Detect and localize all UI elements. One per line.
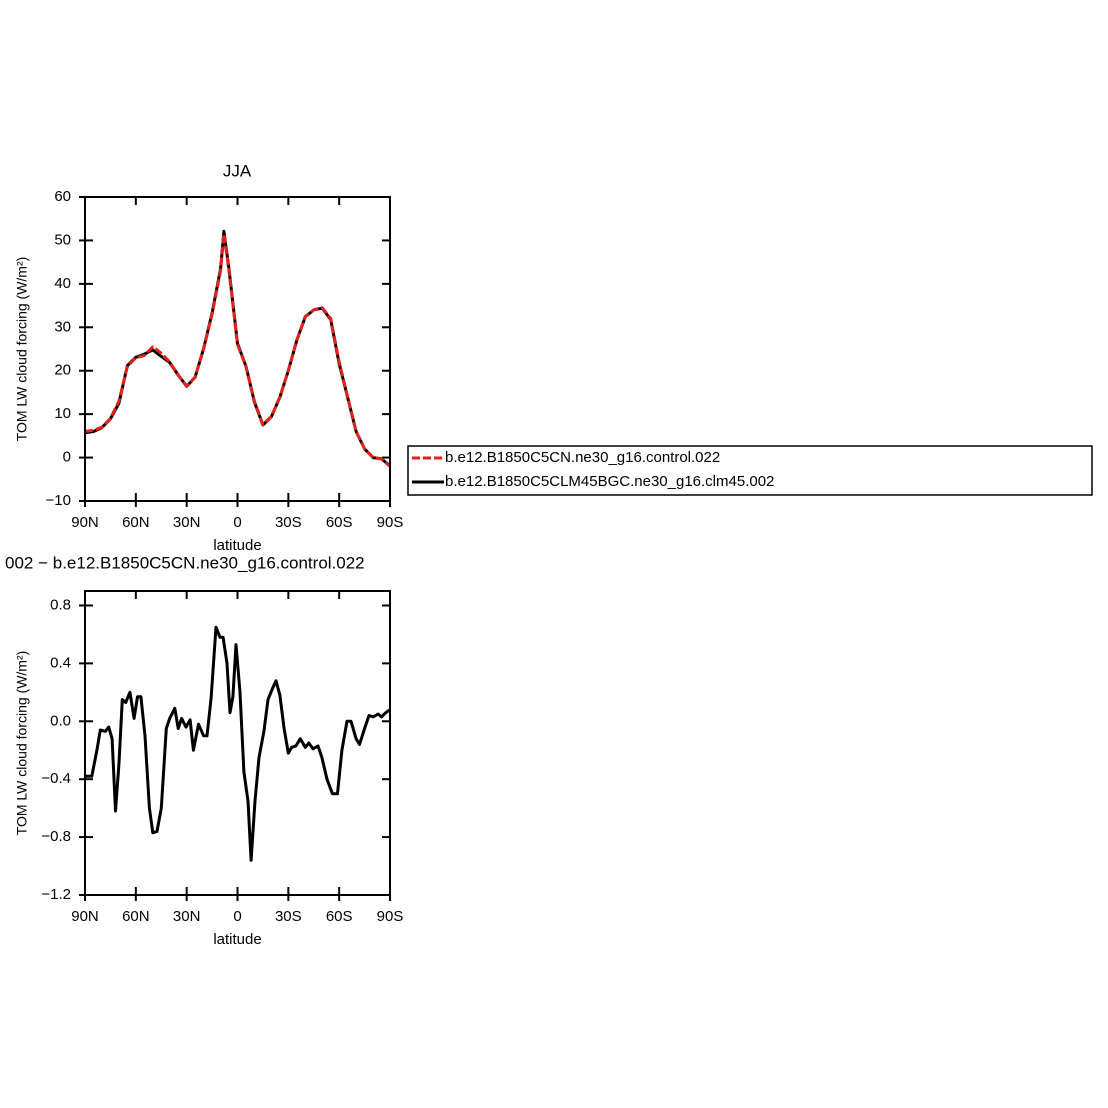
x-tick-label: 60S — [326, 908, 353, 925]
legend-label: b.e12.B1850C5CLM45BGC.ne30_g16.clm45.002 — [445, 473, 774, 490]
x-tick-label: 90S — [377, 514, 404, 531]
x-tick-label: 90N — [71, 908, 99, 925]
x-tick-label: 60S — [326, 514, 353, 531]
x-axis-label: latitude — [213, 931, 261, 948]
x-tick-label: 30N — [173, 514, 201, 531]
y-tick-label: 0 — [63, 449, 71, 466]
y-tick-label: 40 — [54, 275, 71, 292]
y-tick-label: 50 — [54, 231, 71, 248]
x-tick-label: 30N — [173, 908, 201, 925]
plot-frame — [84, 590, 391, 896]
y-tick-label: 30 — [54, 318, 71, 335]
line-series — [85, 625, 391, 862]
legend-box — [407, 445, 1093, 496]
x-axis-label: latitude — [213, 537, 261, 554]
x-tick-label: 30S — [275, 514, 302, 531]
y-tick-label: −1.2 — [41, 886, 71, 903]
y-tick-label: 0.0 — [50, 712, 71, 729]
x-tick-label: 0 — [233, 908, 241, 925]
x-tick-label: 90N — [71, 514, 99, 531]
y-tick-label: 60 — [54, 188, 71, 205]
y-tick-label: −0.8 — [41, 828, 71, 845]
legend-label: b.e12.B1850C5CN.ne30_g16.control.022 — [445, 449, 720, 466]
y-tick-label: −10 — [46, 492, 71, 509]
y-tick-label: 10 — [54, 405, 71, 422]
y-tick-label: 20 — [54, 362, 71, 379]
plot-frame — [84, 196, 391, 502]
chart-title: 002 − b.e12.B1850C5CN.ne30_g16.control.0… — [5, 553, 365, 572]
x-tick-label: 60N — [122, 514, 150, 531]
x-tick-label: 0 — [233, 514, 241, 531]
y-axis-label: TOM LW cloud forcing (W/m²) — [14, 257, 30, 442]
x-tick-label: 30S — [275, 908, 302, 925]
y-tick-label: −0.4 — [41, 770, 71, 787]
y-axis-label: TOM LW cloud forcing (W/m²) — [14, 651, 30, 836]
line-series — [84, 232, 391, 468]
y-tick-label: 0.8 — [50, 596, 71, 613]
x-tick-label: 90S — [377, 908, 404, 925]
x-tick-label: 60N — [122, 908, 150, 925]
y-tick-label: 0.4 — [50, 654, 71, 671]
chart-title: JJA — [223, 161, 252, 180]
